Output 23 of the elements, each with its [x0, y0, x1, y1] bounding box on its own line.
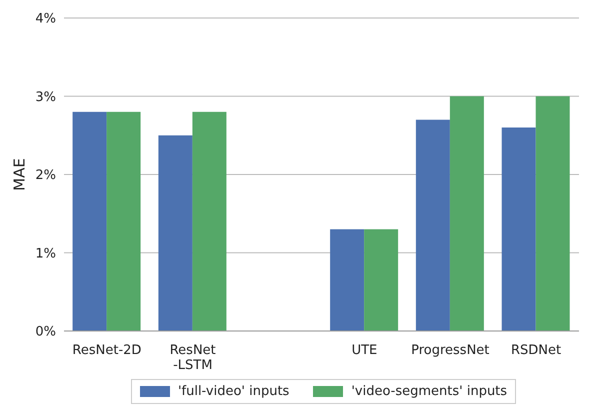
x-tick-label: RSDNet: [511, 343, 562, 358]
bar: [72, 112, 107, 331]
y-tick-label: 2%: [35, 168, 56, 184]
bar: [364, 229, 398, 331]
y-tick-label: 3%: [35, 90, 56, 105]
legend-label: 'full-video' inputs: [178, 384, 290, 399]
y-tick-label: 0%: [35, 324, 56, 340]
bar: [192, 112, 226, 331]
x-tick-label: ResNet -LSTM: [170, 343, 216, 373]
bar: [416, 120, 450, 331]
bar: [106, 112, 141, 331]
y-tick-label: 4%: [35, 12, 56, 27]
legend-label: 'video-segments' inputs: [351, 384, 508, 399]
x-tick-label: ProgressNet: [411, 343, 490, 358]
bar: [330, 229, 364, 331]
y-axis-title: MAE: [10, 158, 28, 191]
bar: [536, 96, 570, 331]
bar: [450, 96, 484, 331]
x-tick-label: ResNet-2D: [72, 343, 142, 358]
x-tick-label: UTE: [352, 343, 378, 358]
bar: [502, 128, 536, 331]
y-tick-label: 1%: [35, 246, 56, 262]
bar: [158, 135, 192, 331]
